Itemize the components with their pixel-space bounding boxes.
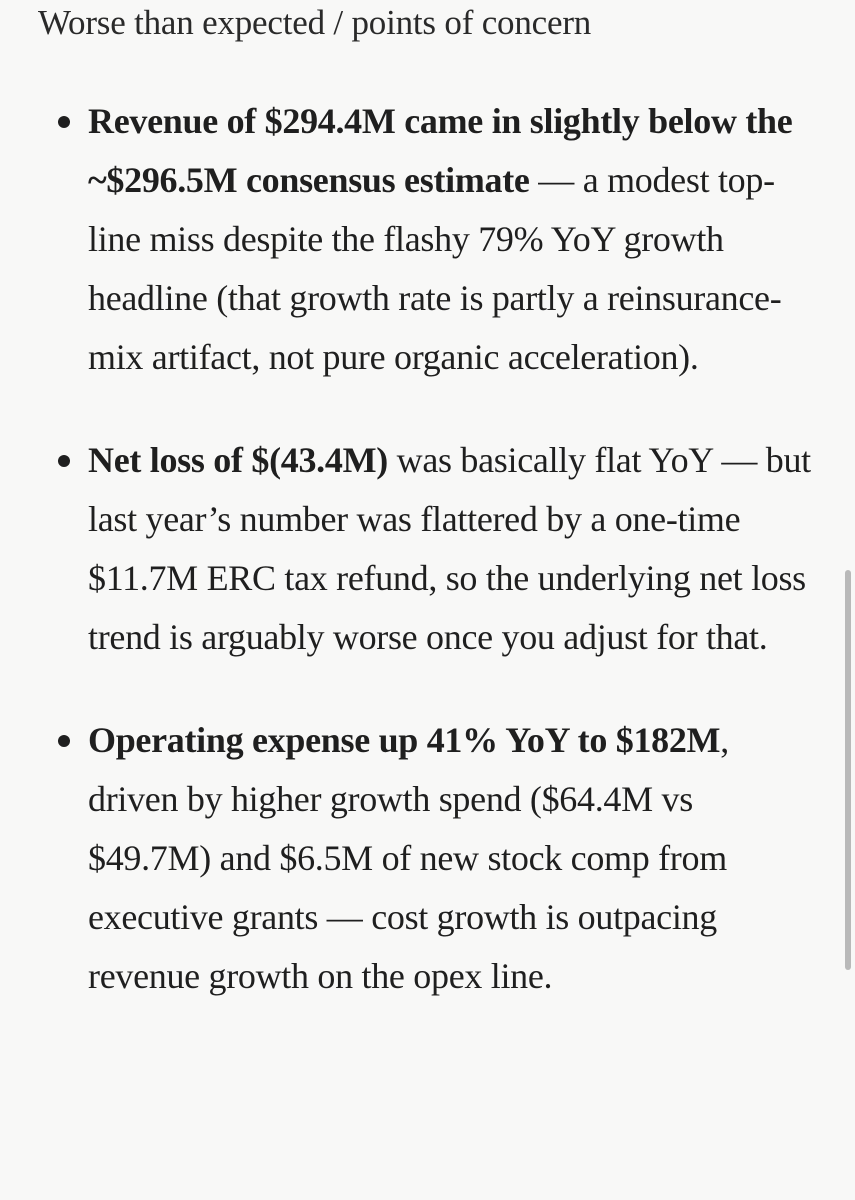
item-text: — a modest top-line miss despite the fla… [88,160,782,377]
item-text: was basically flat YoY — but last year’s… [88,440,811,657]
concern-list: Revenue of $294.4M came in slightly belo… [58,92,816,1050]
list-item: Operating expense up 41% YoY to $182M, d… [58,711,816,1006]
bold-lead: Operating expense up 41% YoY to $182M [88,720,721,760]
scrollbar[interactable] [845,570,851,970]
item-text: , driven by higher growth spend ($64.4M … [88,720,729,996]
bold-lead: Net loss of $(43.4M) [88,440,388,480]
section-heading: Worse than expected / points of concern [38,3,592,42]
list-item: Revenue of $294.4M came in slightly belo… [58,92,816,387]
list-item: Net loss of $(43.4M) was basically flat … [58,431,816,667]
bold-lead: Revenue of $294.4M came in slightly belo… [88,101,793,200]
